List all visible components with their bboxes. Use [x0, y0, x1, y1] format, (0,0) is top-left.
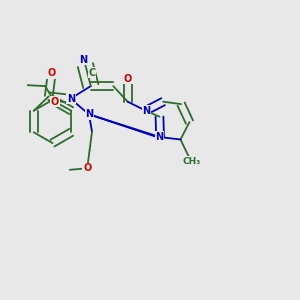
Text: O: O — [124, 74, 132, 84]
Text: N: N — [79, 55, 87, 65]
Text: O: O — [51, 97, 59, 107]
Text: N: N — [142, 106, 151, 116]
Text: N: N — [155, 132, 164, 142]
Text: O: O — [83, 163, 91, 173]
Text: N: N — [67, 94, 75, 104]
Text: O: O — [47, 68, 55, 78]
Text: CH₃: CH₃ — [182, 157, 200, 166]
Text: N: N — [85, 109, 94, 119]
Text: C: C — [88, 68, 96, 78]
